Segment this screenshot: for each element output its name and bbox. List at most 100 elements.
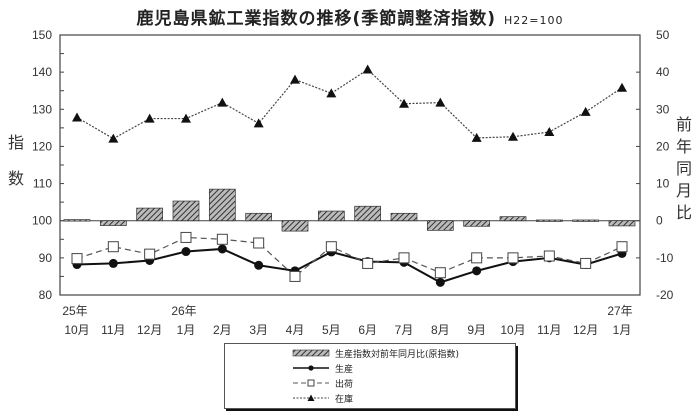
inventory-marker <box>144 113 155 123</box>
x-tick-label: 10月 <box>500 323 525 337</box>
yoy-bar <box>426 220 454 231</box>
title-text: 鹿児島県鉱工業指数の推移(季節調整済指数) <box>136 9 497 29</box>
shipments-marker <box>580 257 592 269</box>
inventory-marker <box>544 126 555 136</box>
yoy-bar <box>63 219 91 222</box>
inventory-marker <box>72 112 82 122</box>
y-axis-label-char: 指 <box>8 133 24 152</box>
yoy-bar <box>608 220 636 227</box>
y-tick-label: 100 <box>32 214 52 228</box>
y-tick-label: 130 <box>32 102 52 116</box>
yoy-bar <box>463 220 491 227</box>
legend-label-shipments: 出荷 <box>335 379 354 390</box>
production-marker <box>108 258 118 268</box>
inventory-marker <box>326 88 337 98</box>
x-tick-label: 2月 <box>213 323 232 337</box>
yoy-bar <box>499 216 527 222</box>
y2-axis-label-char: 月 <box>676 181 692 200</box>
base-note: H22=100 <box>504 14 564 27</box>
x-tick-label: 4月 <box>286 323 305 337</box>
x-tick-label: 1月 <box>177 323 196 337</box>
shipments-marker <box>362 257 374 269</box>
series-line-triangle <box>76 68 623 140</box>
y2-axis-label-char: 比 <box>676 203 692 222</box>
yoy-bar <box>354 205 382 222</box>
series-line-circle <box>76 247 623 284</box>
inventory-marker <box>181 113 191 123</box>
yoy-bar <box>172 200 200 222</box>
y-tick-label: 110 <box>33 177 52 191</box>
shipments-marker <box>616 241 628 253</box>
x-tick-label: 3月 <box>249 323 268 337</box>
inventory-marker <box>108 133 119 143</box>
shipments-marker <box>398 252 410 264</box>
shipments-marker <box>180 231 192 243</box>
shipments-marker <box>144 248 156 260</box>
chart-title: 鹿児島県鉱工業指数の推移(季節調整済指数) H22=100 <box>0 4 700 29</box>
shipments-marker <box>325 241 337 253</box>
inventory-marker <box>362 64 373 74</box>
yoy-bar <box>208 188 236 222</box>
shipments-marker <box>507 252 519 264</box>
legend-label-inventory: 在庫 <box>335 394 354 405</box>
yoy-bar <box>535 219 563 222</box>
y-tick-label: 120 <box>32 139 52 153</box>
y-tick-label: 90 <box>39 251 53 265</box>
x-tick-label: 9月 <box>467 323 486 337</box>
x-year-label: 26年 <box>171 304 196 318</box>
y2-tick-label: 30 <box>656 102 670 116</box>
yoy-bar <box>136 207 164 222</box>
y2-axis-label-char: 年 <box>676 137 692 156</box>
legend-item-inventory: 在庫 <box>291 391 353 405</box>
x-tick-label: 12月 <box>137 323 162 337</box>
y2-tick-label: -20 <box>656 288 674 302</box>
y2-tick-label: -10 <box>656 251 674 265</box>
shipments-marker <box>71 253 83 265</box>
yoy-bar <box>281 220 309 232</box>
dashed-line-square-icon <box>293 379 329 387</box>
y-axis-label-char: 数 <box>8 169 24 188</box>
y-tick-label: 140 <box>32 65 52 79</box>
y-tick-label: 150 <box>32 28 52 42</box>
inventory-marker <box>435 97 446 107</box>
legend: 生産指数対前年同月比(原指数) 生産 出荷 在庫 <box>224 343 516 409</box>
shipments-marker <box>253 237 265 249</box>
yoy-bar <box>390 212 418 222</box>
x-tick-label: 5月 <box>322 323 341 337</box>
y2-axis-label-char: 前 <box>676 115 692 134</box>
production-marker <box>217 244 227 254</box>
shipments-marker <box>543 250 555 262</box>
x-tick-label: 8月 <box>431 323 450 337</box>
legend-item-production: 生産 <box>291 361 353 375</box>
production-marker <box>181 247 191 257</box>
x-tick-label: 10月 <box>64 323 89 337</box>
shipments-marker <box>107 241 119 253</box>
solid-line-circle-icon <box>293 365 329 371</box>
legend-label-bars: 生産指数対前年同月比(原指数) <box>335 349 460 360</box>
x-tick-label: 11月 <box>101 323 125 337</box>
inventory-marker <box>508 131 518 141</box>
inventory-marker <box>290 74 300 84</box>
dotted-line-triangle-icon <box>293 394 329 401</box>
y2-tick-label: 0 <box>656 214 663 228</box>
y2-tick-label: 40 <box>656 65 670 79</box>
y-tick-label: 80 <box>39 288 53 302</box>
y2-tick-label: 20 <box>656 139 670 153</box>
y2-axis-label-char: 同 <box>676 159 692 178</box>
x-tick-label: 11月 <box>537 323 561 337</box>
yoy-bar <box>245 212 273 222</box>
y2-tick-label: 50 <box>656 28 670 42</box>
y2-tick-label: 10 <box>656 177 670 191</box>
inventory-marker <box>217 97 228 107</box>
legend-label-production: 生産 <box>335 364 354 375</box>
shipments-marker <box>434 267 446 279</box>
inventory-marker <box>399 98 409 108</box>
x-tick-label: 6月 <box>358 323 377 337</box>
yoy-bar <box>572 219 600 222</box>
legend-item-shipments: 出荷 <box>291 376 353 390</box>
shipments-marker <box>216 233 228 245</box>
legend-item-bars: 生産指数対前年同月比(原指数) <box>291 346 459 360</box>
shipments-marker <box>471 252 483 264</box>
production-marker <box>472 266 482 276</box>
